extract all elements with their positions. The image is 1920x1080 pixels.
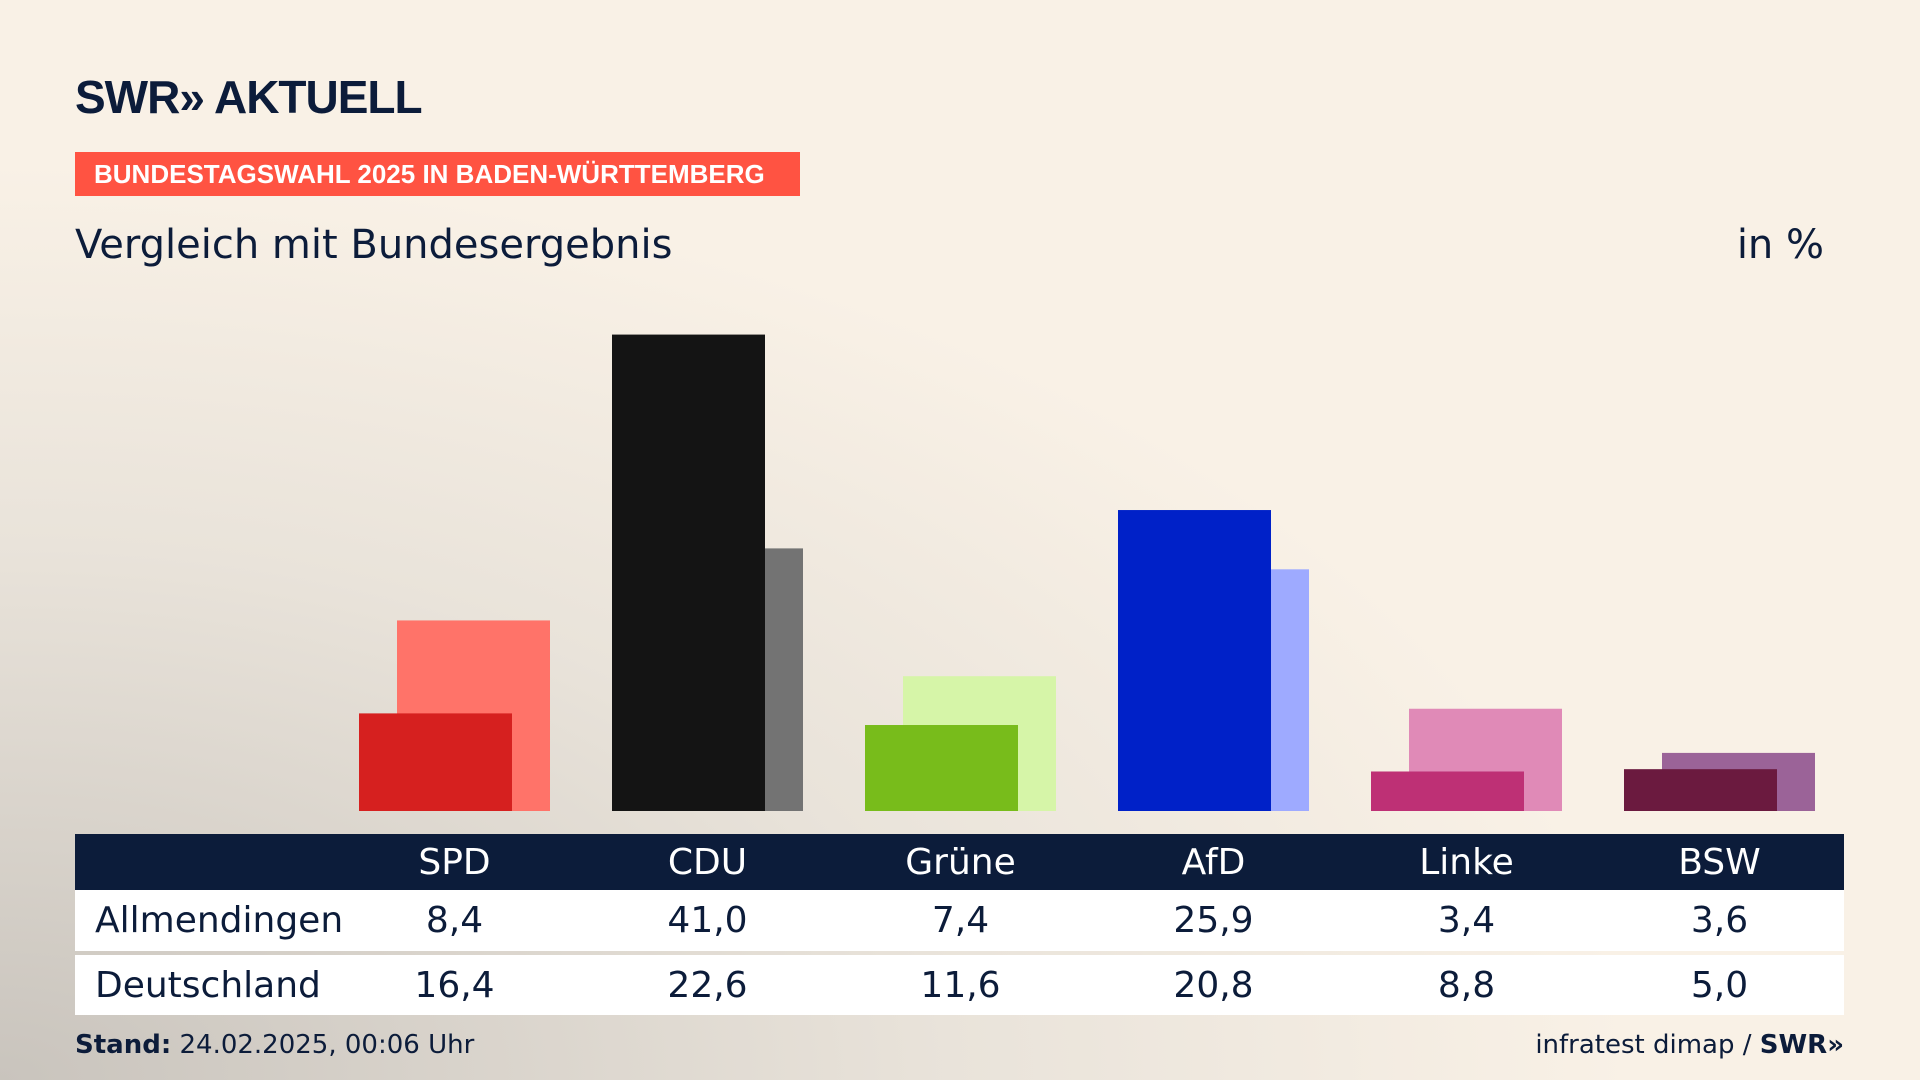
election-banner: BUNDESTAGSWAHL 2025 IN BADEN-WÜRTTEMBERG [75, 152, 800, 196]
party-label: Grüne [905, 841, 1016, 883]
row-label: Allmendingen [95, 900, 344, 941]
bar-afd-allmendingen [1118, 510, 1271, 811]
value-cell: 11,6 [920, 964, 1001, 1006]
table-row: Deutschland 16,4 22,6 11,6 20,8 8,8 5,0 [75, 955, 1844, 1015]
value-cell: 20,8 [1173, 964, 1254, 1006]
timestamp: Stand: 24.02.2025, 00:06 Uhr [75, 1030, 474, 1060]
table-header: SPD CDU Grüne AfD Linke BSW [75, 834, 1844, 890]
stand-value: 24.02.2025, 00:06 Uhr [179, 1030, 475, 1060]
bar-bsw-allmendingen [1624, 769, 1777, 811]
row-label: Deutschland [95, 964, 321, 1006]
bar-cdu-allmendingen [612, 334, 765, 811]
bar-spd-allmendingen [359, 713, 512, 811]
swr-aktuell-logo: SWR» AKTUELL [75, 71, 423, 123]
unit-label: in % [1736, 222, 1824, 268]
value-cell: 22,6 [667, 964, 748, 1006]
party-label: Linke [1419, 841, 1514, 883]
party-label: AfD [1181, 841, 1246, 883]
value-cell: 16,4 [414, 964, 495, 1006]
bar-chart [359, 334, 1815, 811]
party-label: SPD [418, 841, 491, 883]
party-label: BSW [1678, 841, 1761, 883]
party-label: CDU [667, 841, 748, 883]
table-row: Allmendingen 8,4 41,0 7,4 25,9 3,4 3,6 [75, 890, 1844, 951]
swr-logo: SWR» [1759, 1030, 1844, 1060]
bar-grüne-allmendingen [865, 725, 1018, 811]
value-cell: 7,4 [931, 900, 990, 941]
value-cell: 5,0 [1690, 964, 1749, 1006]
value-cell: 8,4 [425, 900, 484, 941]
bar-linke-allmendingen [1371, 771, 1524, 811]
chart-subtitle: Vergleich mit Bundesergebnis [75, 222, 673, 268]
value-cell: 3,4 [1437, 900, 1496, 941]
value-cell: 8,8 [1437, 964, 1496, 1006]
value-cell: 41,0 [667, 900, 748, 941]
source: infratest dimap / SWR» [1535, 1030, 1844, 1060]
value-cell: 3,6 [1690, 900, 1749, 941]
stand-label: Stand: [75, 1030, 172, 1060]
source-text: infratest dimap / [1535, 1030, 1760, 1060]
value-cell: 25,9 [1173, 900, 1254, 941]
